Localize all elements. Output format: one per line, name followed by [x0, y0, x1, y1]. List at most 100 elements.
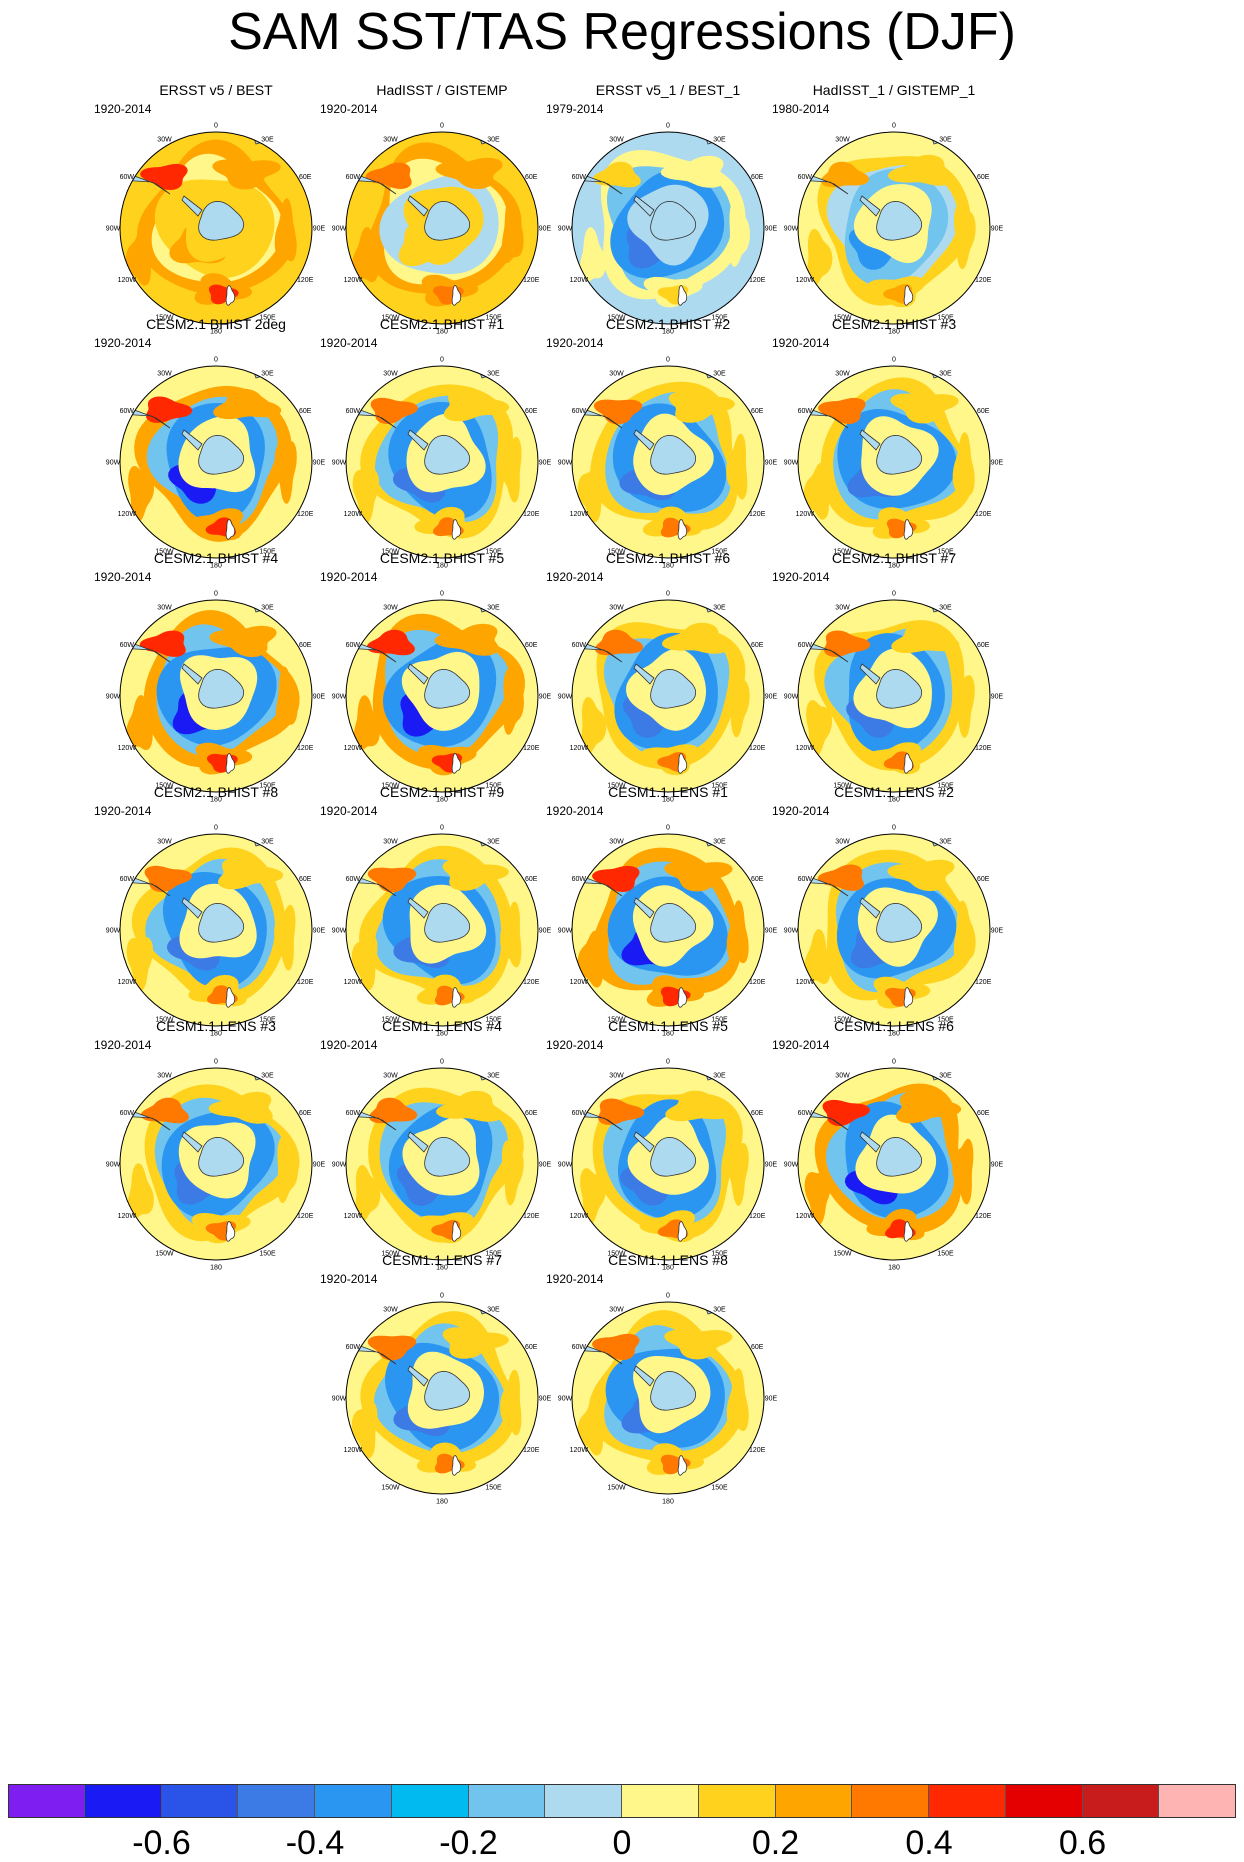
map-boundary: [797, 365, 991, 559]
longitude-label: 150W: [155, 783, 174, 790]
colorbar-tick-label: -0.6: [132, 1824, 191, 1862]
longitude-label: 90W: [558, 694, 573, 701]
polar-map: 0 30E 60E 90E 120E 150E 180 150W 120W 90W 60W 30W: [558, 591, 778, 804]
longitude-label: 150E: [259, 315, 276, 322]
field-contour: [726, 1143, 749, 1206]
new-zealand: [225, 987, 236, 1008]
longitude-label: 150W: [607, 549, 626, 556]
panel-period: 1920-2014: [772, 570, 830, 584]
longitude-label: 90E: [765, 226, 778, 233]
longitude-label: 90E: [539, 226, 552, 233]
field-contour: [444, 389, 509, 422]
longitude-label: 90W: [558, 460, 573, 467]
map-boundary: [119, 1067, 313, 1261]
map-panel: CESM2.1 BHIST 2deg 1920-2014 0 30E 60E 90E 120…: [86, 316, 346, 586]
map-panel: CESM2.1 BHIST #3 1920-2014 0 30E 60E 90E 120E 1…: [764, 316, 1024, 586]
map-panel: HadISST_1 / GISTEMP_1 1980-2014 0 30E 60E 90E…: [764, 82, 1024, 352]
longitude-label: 0: [214, 591, 218, 598]
longitude-label: 120W: [796, 511, 815, 518]
field-contour: [664, 861, 733, 892]
regression-field: [798, 834, 990, 1026]
longitude-label: 150W: [155, 315, 174, 322]
longitude-label: 90E: [991, 1162, 1004, 1169]
panel-period: 1920-2014: [320, 804, 378, 818]
antarctic-peninsula: [633, 1131, 655, 1153]
polar-map: 0 30E 60E 90E 120E 150E 180 150W 120W 90W 60W 30W: [784, 591, 1004, 804]
polar-map: 0 30E 60E 90E 120E 150E 180 150W 120W 90W 60W 30W: [784, 1059, 1004, 1272]
longitude-label: 180: [888, 563, 900, 570]
new-zealand: [225, 1221, 236, 1242]
longitude-label: 60E: [299, 1110, 312, 1117]
panel-title: CESM1.1 LENS #1: [608, 784, 728, 800]
field-contour: [352, 227, 379, 283]
field-contour: [213, 388, 282, 419]
polar-map: 0 30E 60E 90E 120E 150E 180 150W 120W 90W 60W 30W: [332, 825, 552, 1038]
regression-field: [120, 600, 312, 792]
longitude-label: 180: [662, 1499, 674, 1506]
longitude-label: 150W: [381, 1251, 400, 1258]
field-contour: [887, 154, 956, 186]
longitude-label: 90E: [765, 694, 778, 701]
map-panel: ERSST v5 / BEST 1920-2014 0 30E 60E 90E 120E 15…: [86, 82, 346, 352]
field-contour: [367, 867, 417, 893]
longitude-label: 120E: [975, 745, 992, 752]
longitude-label: 90E: [539, 928, 552, 935]
longitude-label: 0: [892, 591, 896, 598]
longitude-label: 150E: [259, 1251, 276, 1258]
antarctic-peninsula: [407, 1365, 429, 1387]
longitude-label: 180: [888, 1031, 900, 1038]
field-contour: [598, 1098, 645, 1125]
panel-period: 1920-2014: [546, 1038, 604, 1052]
polar-map: 0 30E 60E 90E 120E 150E 180 150W 120W 90W 60W 30W: [784, 825, 1004, 1038]
antarctica-landmass: [876, 434, 923, 475]
longitude-label: 0: [892, 1059, 896, 1066]
colorbar-swatch: [468, 1784, 546, 1818]
regression-field: [572, 1302, 764, 1494]
field-contour: [366, 629, 415, 656]
longitude-label: 60E: [977, 1110, 990, 1117]
longitude-label: 30E: [487, 1306, 500, 1313]
polar-map: 0 30E 60E 90E 120E 150E 180 150W 120W 90W 60W 30W: [106, 1059, 326, 1272]
longitude-label: 120E: [297, 1213, 314, 1220]
panel-period: 1920-2014: [772, 804, 830, 818]
longitude-label: 30W: [383, 838, 398, 845]
map-panel: CESM1.1 LENS #8 1920-2014 0 30E 60E 90E 120E 15…: [538, 1252, 798, 1522]
colorbar-swatch: [545, 1784, 622, 1818]
field-contour: [824, 630, 871, 657]
longitude-label: 60E: [525, 408, 538, 415]
longitude-label: 60E: [525, 1110, 538, 1117]
antarctic-peninsula: [633, 663, 655, 685]
longitude-label: 90W: [332, 1162, 347, 1169]
longitude-label: 30W: [835, 838, 850, 845]
new-zealand: [677, 1221, 688, 1242]
longitude-label: 60W: [120, 876, 135, 883]
map-boundary: [571, 131, 765, 325]
longitude-label: 0: [666, 825, 670, 832]
map-panel: CESM2.1 BHIST #7 1920-2014 0 30E 60E 90E 120E 1…: [764, 550, 1024, 820]
map-boundary: [345, 599, 539, 793]
longitude-label: 30E: [939, 838, 952, 845]
longitude-label: 30E: [939, 604, 952, 611]
longitude-label: 90W: [784, 1162, 799, 1169]
antarctica-landmass: [650, 1370, 697, 1411]
longitude-label: 30W: [609, 838, 624, 845]
longitude-label: 90W: [106, 1162, 121, 1169]
longitude-label: 30W: [609, 370, 624, 377]
antarctic-peninsula: [407, 1131, 429, 1153]
longitude-label: 150W: [833, 783, 852, 790]
longitude-label: 120E: [523, 511, 540, 518]
field-contour: [218, 857, 284, 890]
longitude-label: 60W: [572, 1344, 587, 1351]
longitude-label: 0: [440, 1293, 444, 1300]
longitude-label: 90E: [313, 928, 326, 935]
longitude-label: 90W: [784, 460, 799, 467]
longitude-label: 180: [436, 797, 448, 804]
regression-field: [346, 1302, 538, 1494]
polar-map: 0 30E 60E 90E 120E 150E 180 150W 120W 90W 60W 30W: [332, 357, 552, 570]
field-contour: [577, 465, 604, 523]
longitude-label: 150E: [711, 315, 728, 322]
field-contour: [953, 900, 976, 966]
field-contour: [126, 695, 153, 751]
map-panel: CESM1.1 LENS #6 1920-2014 0 30E 60E 90E 120E 15…: [764, 1018, 1024, 1288]
regression-field: [572, 600, 764, 792]
